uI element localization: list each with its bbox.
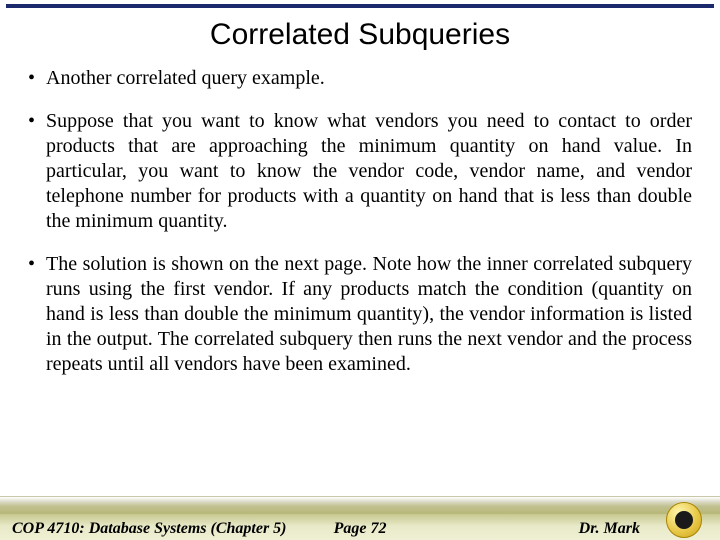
bullet-text: Another correlated query example. xyxy=(46,66,692,91)
footer: COP 4710: Database Systems (Chapter 5) P… xyxy=(0,496,720,540)
top-rule xyxy=(6,4,714,8)
bullet-dot: • xyxy=(28,109,46,234)
bullet-item: • Another correlated query example. xyxy=(28,66,692,91)
ucf-logo-icon xyxy=(666,502,702,538)
bullet-dot: • xyxy=(28,66,46,91)
bullet-dot: • xyxy=(28,252,46,377)
bullet-text: The solution is shown on the next page. … xyxy=(46,252,692,377)
slide-title: Correlated Subqueries xyxy=(0,18,720,52)
footer-gradient xyxy=(0,496,720,514)
footer-course: COP 4710: Database Systems (Chapter 5) xyxy=(12,520,287,538)
footer-bar: COP 4710: Database Systems (Chapter 5) P… xyxy=(0,514,720,540)
footer-author: Dr. Mark xyxy=(579,520,640,538)
bullet-item: • Suppose that you want to know what ven… xyxy=(28,109,692,234)
footer-page: Page 72 xyxy=(334,520,387,538)
bullet-item: • The solution is shown on the next page… xyxy=(28,252,692,377)
slide-content: • Another correlated query example. • Su… xyxy=(0,66,720,377)
bullet-text: Suppose that you want to know what vendo… xyxy=(46,109,692,234)
